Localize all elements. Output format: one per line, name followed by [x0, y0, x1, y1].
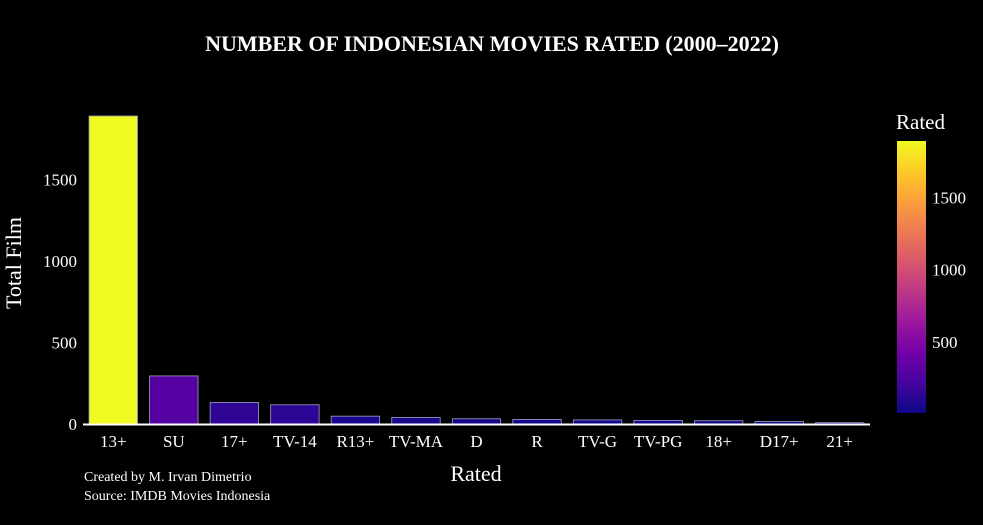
x-tick-label: D17+	[760, 432, 799, 451]
y-tick-labels: 0 500 1000 1500	[43, 171, 77, 434]
bar-tv-pg	[633, 420, 683, 425]
x-tick-label: 21+	[826, 432, 853, 451]
colorbar-tick-label: 1000	[932, 261, 966, 280]
colorbar-tick-labels: 500 1000 1500	[932, 188, 966, 352]
x-tick-labels: 13+ SU 17+ TV-14 R13+ TV-MA D R TV-G TV-PG 18+ D17+…	[100, 432, 853, 451]
y-axis-title: Total Film	[1, 217, 26, 309]
colorbar-tick-label: 1500	[932, 188, 966, 207]
x-tick-label: SU	[163, 432, 185, 451]
y-tick-label: 1000	[43, 252, 77, 271]
bar-tv-g	[572, 419, 623, 425]
x-tick-label: TV-G	[578, 432, 617, 451]
colorbar-tick-label: 500	[932, 333, 958, 352]
x-tick-label: TV-PG	[634, 432, 683, 451]
x-axis-title: Rated	[450, 461, 501, 486]
x-tick-label: TV-14	[273, 432, 317, 451]
bar-tv-ma	[391, 417, 441, 425]
y-tick-label: 500	[52, 334, 78, 353]
bar-d	[451, 418, 502, 425]
bar-13-	[88, 115, 138, 425]
bar-tv-14	[270, 404, 320, 425]
y-tick-label: 0	[69, 415, 78, 434]
x-tick-label: 18+	[705, 432, 732, 451]
colorbar	[897, 141, 926, 413]
x-tick-label: R	[531, 432, 543, 451]
x-tick-label: D	[470, 432, 482, 451]
bars-group	[88, 115, 865, 425]
bar-17-	[209, 402, 259, 425]
source-annotation: Source: IMDB Movies Indonesia	[84, 489, 271, 504]
y-tick-label: 1500	[43, 171, 77, 190]
x-tick-label: R13+	[336, 432, 374, 451]
x-tick-label: 17+	[221, 432, 248, 451]
bar-su	[149, 375, 199, 425]
x-tick-label: TV-MA	[389, 432, 444, 451]
credit-annotation: Created by M. Irvan Dimetrio	[84, 470, 252, 485]
chart-title: NUMBER OF INDONESIAN MOVIES RATED (2000–…	[205, 31, 779, 56]
bar-r13-	[330, 415, 381, 425]
x-tick-label: 13+	[100, 432, 127, 451]
bar-r	[512, 419, 562, 425]
colorbar-title: Rated	[896, 110, 945, 134]
